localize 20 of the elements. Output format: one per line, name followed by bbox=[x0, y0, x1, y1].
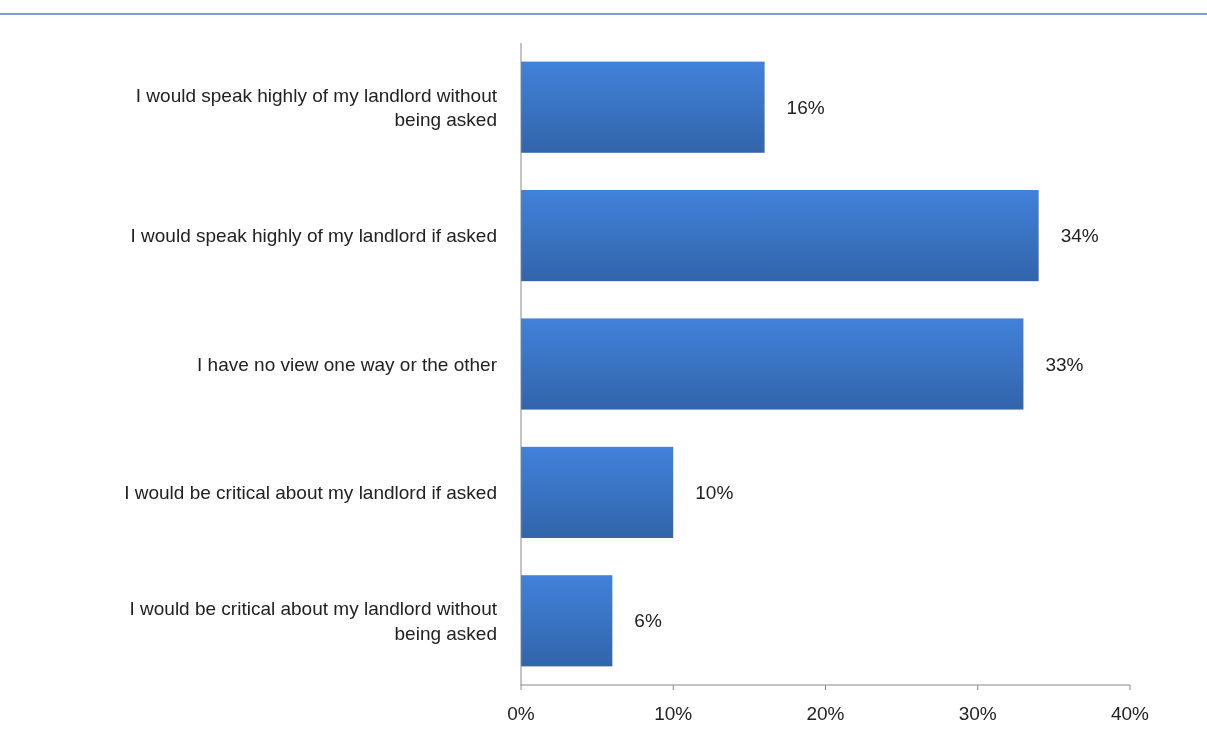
x-tick-label: 10% bbox=[654, 703, 693, 724]
x-tick-label: 0% bbox=[507, 703, 535, 724]
y-tick-label: I would be critical about my landlord if asked bbox=[124, 482, 497, 504]
data-label: 33% bbox=[1045, 353, 1084, 375]
data-label: 6% bbox=[634, 610, 662, 632]
data-label: 10% bbox=[695, 482, 734, 504]
data-label: 16% bbox=[786, 96, 825, 118]
y-tick-label: I would speak highly of my landlord if asked bbox=[130, 225, 497, 247]
y-tick-label: I would speak highly of my landlord without being asked bbox=[135, 84, 498, 131]
bar bbox=[521, 318, 1024, 410]
bar bbox=[521, 61, 765, 153]
x-tick-label: 40% bbox=[1110, 703, 1150, 724]
x-tick-label: 30% bbox=[958, 703, 997, 724]
y-tick-label: I would be critical about my landlord without being asked bbox=[129, 598, 498, 644]
bar bbox=[521, 575, 613, 667]
bar bbox=[521, 446, 674, 538]
y-tick-label: I have no view one way or the other bbox=[197, 353, 498, 375]
data-label: 34% bbox=[1060, 225, 1099, 247]
x-tick-label: 20% bbox=[806, 703, 845, 724]
bar bbox=[521, 190, 1039, 282]
